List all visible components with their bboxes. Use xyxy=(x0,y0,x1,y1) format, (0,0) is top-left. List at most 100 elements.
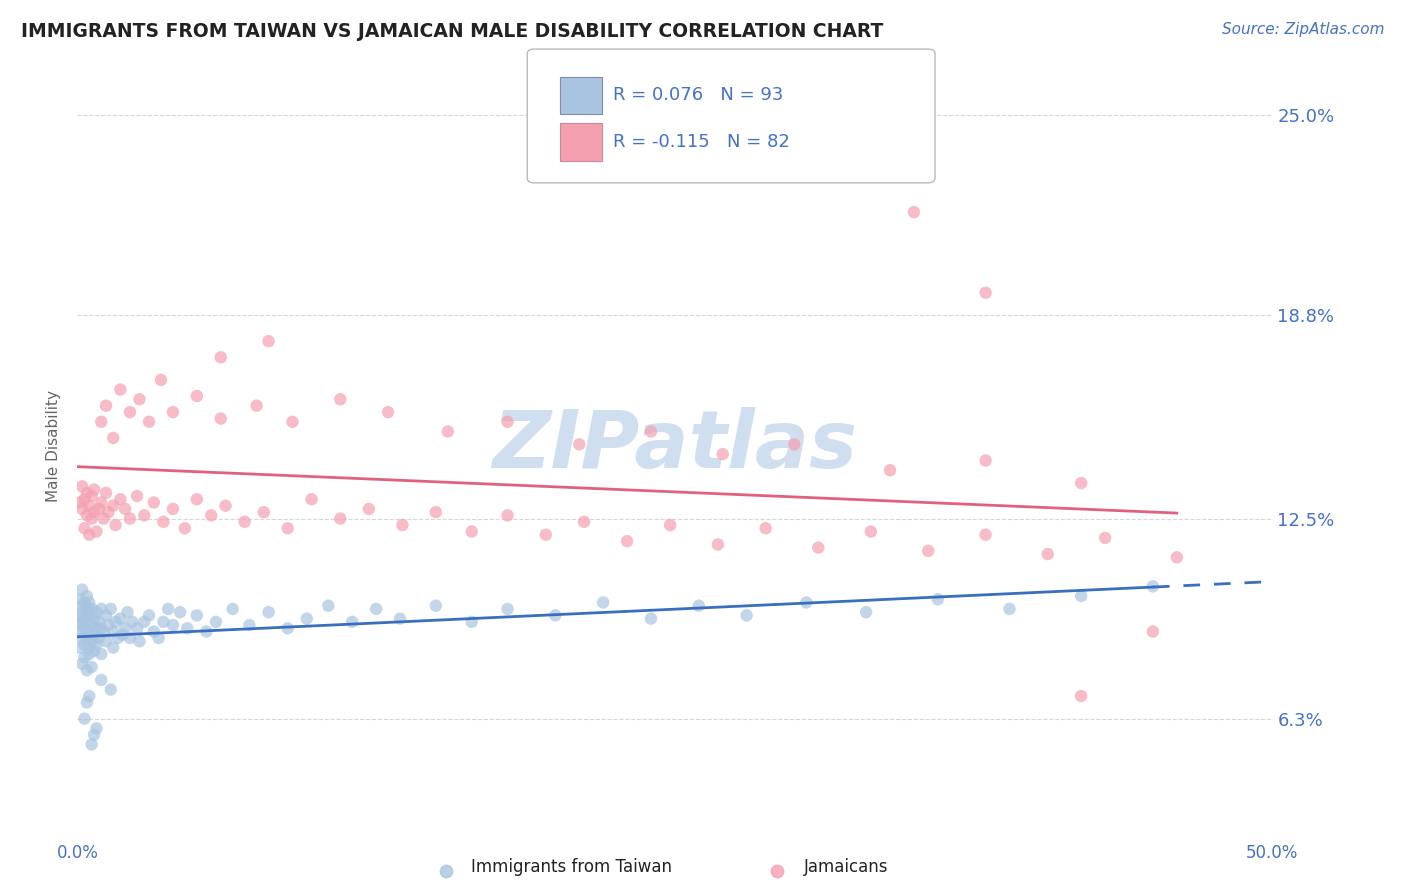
Point xyxy=(568,437,591,451)
Point xyxy=(127,621,149,635)
Point xyxy=(90,495,112,509)
Point xyxy=(357,502,380,516)
Point xyxy=(80,489,103,503)
Point xyxy=(142,624,165,639)
Point xyxy=(117,605,139,619)
Point xyxy=(69,592,91,607)
Point xyxy=(69,640,91,655)
Point xyxy=(83,505,105,519)
Point xyxy=(70,605,93,619)
Point xyxy=(80,618,103,632)
Point xyxy=(93,511,115,525)
Point xyxy=(277,521,299,535)
Point xyxy=(79,499,101,513)
Point xyxy=(128,392,150,407)
Point xyxy=(974,527,997,541)
Point xyxy=(134,508,156,523)
Point xyxy=(87,631,110,645)
Point xyxy=(114,621,136,635)
Point xyxy=(209,411,232,425)
Text: 50.0%: 50.0% xyxy=(1246,845,1299,863)
Point xyxy=(73,621,96,635)
Point xyxy=(1094,531,1116,545)
Point xyxy=(329,392,352,407)
Point xyxy=(121,615,143,629)
Point xyxy=(496,415,519,429)
Point xyxy=(128,634,150,648)
Point xyxy=(461,615,484,629)
Point xyxy=(162,618,184,632)
Point xyxy=(73,637,96,651)
Point xyxy=(83,728,105,742)
Point xyxy=(927,592,949,607)
Point xyxy=(103,640,124,655)
Point xyxy=(342,615,364,629)
Point xyxy=(118,631,141,645)
Point xyxy=(69,624,91,639)
Point xyxy=(186,608,208,623)
Point xyxy=(238,618,260,632)
Point xyxy=(138,608,160,623)
Point xyxy=(83,483,105,497)
Point xyxy=(711,447,734,461)
Point xyxy=(1070,689,1092,703)
Point xyxy=(437,425,460,439)
Point xyxy=(70,502,93,516)
Text: IMMIGRANTS FROM TAIWAN VS JAMAICAN MALE DISABILITY CORRELATION CHART: IMMIGRANTS FROM TAIWAN VS JAMAICAN MALE … xyxy=(21,22,883,41)
Point xyxy=(103,499,124,513)
Point xyxy=(79,527,101,541)
Point xyxy=(94,399,117,413)
Point xyxy=(329,511,352,525)
Point xyxy=(87,615,110,629)
Point xyxy=(640,425,662,439)
Point xyxy=(295,612,318,626)
Point xyxy=(73,521,96,535)
Text: Source: ZipAtlas.com: Source: ZipAtlas.com xyxy=(1222,22,1385,37)
Point xyxy=(76,615,98,629)
Point xyxy=(86,637,108,651)
Point xyxy=(83,628,105,642)
Point xyxy=(616,534,638,549)
Point xyxy=(903,205,925,219)
Point xyxy=(70,582,93,597)
Point xyxy=(83,612,105,626)
Point xyxy=(73,595,96,609)
Point xyxy=(142,495,165,509)
Point xyxy=(688,599,710,613)
Point xyxy=(148,631,170,645)
Point xyxy=(100,602,122,616)
Point xyxy=(169,605,191,619)
Point xyxy=(162,405,184,419)
Point xyxy=(103,431,124,445)
Point xyxy=(214,499,236,513)
Point xyxy=(1070,589,1092,603)
Point xyxy=(640,612,662,626)
Point xyxy=(94,634,117,648)
Text: Immigrants from Taiwan: Immigrants from Taiwan xyxy=(471,858,672,876)
Point xyxy=(425,505,447,519)
Point xyxy=(152,615,174,629)
Point xyxy=(707,537,730,551)
Point xyxy=(127,0,149,10)
Point xyxy=(73,612,96,626)
Point xyxy=(80,602,103,616)
Point xyxy=(73,712,96,726)
Point xyxy=(461,524,484,539)
Point xyxy=(76,631,98,645)
Text: ZIPatlas: ZIPatlas xyxy=(492,407,858,485)
Point xyxy=(152,515,174,529)
Point xyxy=(436,864,458,879)
Point xyxy=(79,640,101,655)
Point xyxy=(100,682,122,697)
Point xyxy=(97,505,120,519)
Point xyxy=(94,485,117,500)
Point xyxy=(162,502,184,516)
Point xyxy=(659,518,682,533)
Point xyxy=(127,489,149,503)
Point xyxy=(150,373,173,387)
Point xyxy=(233,515,256,529)
Point xyxy=(134,615,156,629)
Text: R = -0.115   N = 82: R = -0.115 N = 82 xyxy=(613,133,790,151)
Point xyxy=(246,399,269,413)
Point xyxy=(253,505,276,519)
